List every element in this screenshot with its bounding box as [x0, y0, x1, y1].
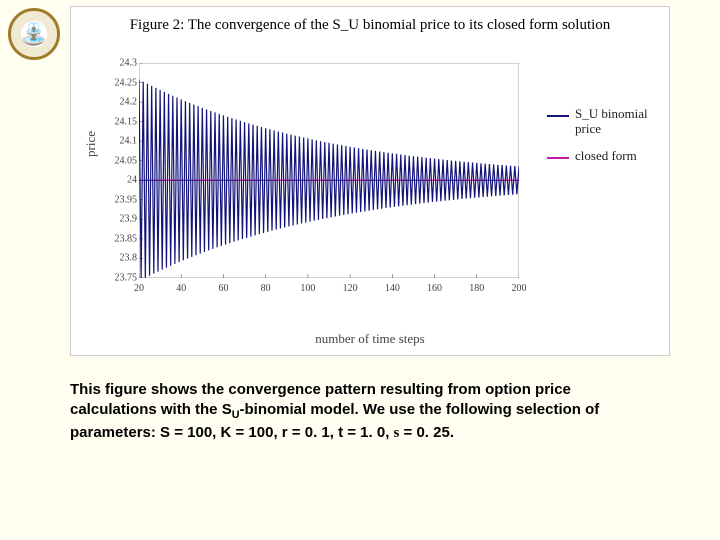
legend-label-closed-form: closed form — [575, 149, 637, 164]
legend: S_U binomial price closed form — [547, 107, 657, 176]
chart-title: Figure 2: The convergence of the S_U bin… — [71, 7, 669, 38]
legend-item-closed-form: closed form — [547, 149, 657, 164]
caption-line2a: calculations with the S — [70, 401, 232, 418]
institution-logo: ⛲ — [8, 8, 60, 60]
legend-swatch-closed-form — [547, 157, 569, 159]
x-axis-ticks: 20406080100120140160180200 — [139, 283, 519, 299]
plot-area — [139, 63, 519, 278]
caption-line2b: -binomial model. We use the following se… — [240, 401, 600, 418]
legend-label-binomial: S_U binomial price — [575, 107, 657, 137]
y-axis-ticks: 23.7523.823.8523.923.952424.0524.124.152… — [97, 63, 137, 278]
caption-line1: This figure shows the convergence patter… — [70, 381, 571, 398]
figure-caption: This figure shows the convergence patter… — [70, 380, 670, 443]
legend-swatch-binomial — [547, 115, 569, 117]
caption-line3b: = 0. 25. — [399, 424, 454, 441]
logo-glyph: ⛲ — [20, 21, 47, 47]
x-axis-label: number of time steps — [71, 331, 669, 347]
caption-line3a: parameters: S = 100, K = 100, r = 0. 1, … — [70, 424, 394, 441]
caption-subscript: U — [232, 409, 240, 421]
chart-svg — [139, 63, 519, 278]
legend-item-binomial: S_U binomial price — [547, 107, 657, 137]
figure-panel: Figure 2: The convergence of the S_U bin… — [70, 6, 670, 356]
